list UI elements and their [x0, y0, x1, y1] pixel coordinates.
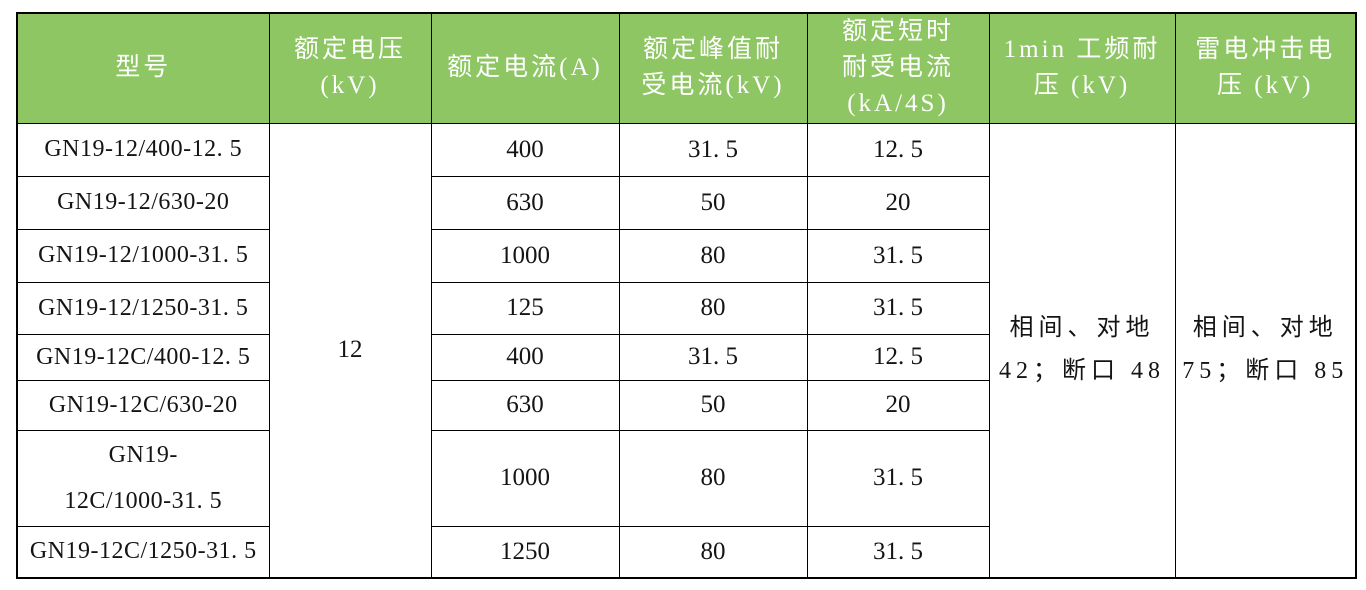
model-cell: GN19-12C/630-20	[16, 379, 270, 431]
rated-current-cell: 125	[430, 281, 620, 335]
header-line: 压 (kV)	[1033, 72, 1131, 100]
header-line: 受电流(kV)	[641, 72, 785, 100]
header-line: (kA/4S)	[847, 90, 949, 118]
power-frequency-cell: 相间、对地 42；断口 48	[988, 122, 1176, 579]
header-power-frequency-voltage: 1min 工频耐 压 (kV)	[988, 12, 1176, 124]
model-cell: GN19-12/1250-31. 5	[16, 281, 270, 335]
lightning-impulse-line1: 相间、对地	[1192, 315, 1338, 342]
short-time-current-cell: 31. 5	[806, 525, 990, 579]
table-row: GN19-12/630-20 630 50 20	[16, 175, 1356, 230]
rated-current-cell: 1000	[430, 228, 620, 283]
model-line2: 12C/1000-31. 5	[64, 488, 223, 514]
lightning-impulse-cell: 相间、对地 75；断口 85	[1174, 122, 1357, 579]
short-time-current-cell: 31. 5	[806, 429, 990, 527]
peak-current-cell: 80	[618, 281, 808, 335]
rated-current-cell: 630	[430, 175, 620, 230]
header-rated-voltage: 额定电压 (kV)	[268, 12, 432, 124]
short-time-current-cell: 20	[806, 379, 990, 431]
header-line: 额定电流(A)	[447, 54, 603, 82]
peak-current-cell: 80	[618, 228, 808, 283]
header-peak-withstand-current: 额定峰值耐 受电流(kV)	[618, 12, 808, 124]
header-line: 额定短时	[841, 18, 954, 46]
table-row: GN19-12C/630-20 630 50 20	[16, 379, 1356, 431]
table-row: GN19- 12C/1000-31. 5 1000 80 31. 5	[16, 429, 1356, 527]
header-row: 型号 额定电压 (kV) 额定电流(A) 额定峰值耐 受电流(kV) 额定短时 …	[16, 12, 1357, 124]
spec-table: 型号 额定电压 (kV) 额定电流(A) 额定峰值耐 受电流(kV) 额定短时 …	[16, 12, 1357, 579]
header-model: 型号	[16, 12, 270, 124]
short-time-current-cell: 31. 5	[806, 281, 990, 335]
header-line: 型号	[115, 54, 172, 82]
power-frequency-line1: 相间、对地	[1009, 315, 1155, 342]
peak-current-cell: 80	[618, 525, 808, 579]
rated-current-cell: 1250	[430, 525, 620, 579]
short-time-current-cell: 20	[806, 175, 990, 230]
model-line1: GN19-	[108, 442, 178, 468]
header-lightning-impulse-voltage: 雷电冲击电 压 (kV)	[1174, 12, 1357, 124]
model-cell: GN19- 12C/1000-31. 5	[16, 429, 270, 527]
header-short-time-withstand-current: 额定短时 耐受电流 (kA/4S)	[806, 12, 990, 124]
peak-current-cell: 50	[618, 175, 808, 230]
rated-current-cell: 630	[430, 379, 620, 431]
peak-current-cell: 80	[618, 429, 808, 527]
header-line: (kV)	[320, 72, 380, 100]
header-line: 雷电冲击电	[1195, 36, 1336, 64]
peak-current-cell: 50	[618, 379, 808, 431]
peak-current-cell: 31. 5	[618, 333, 808, 381]
header-line: 1min 工频耐	[1003, 36, 1161, 64]
model-cell: GN19-12C/400-12. 5	[16, 333, 270, 381]
model-cell: GN19-12/400-12. 5	[16, 122, 270, 177]
rated-current-cell: 400	[430, 122, 620, 177]
lightning-impulse-line2: 75；断口 85	[1182, 358, 1349, 385]
model-cell: GN19-12/1000-31. 5	[16, 228, 270, 283]
model-cell: GN19-12C/1250-31. 5	[16, 525, 270, 579]
power-frequency-line2: 42；断口 48	[999, 358, 1165, 385]
short-time-current-cell: 12. 5	[806, 333, 990, 381]
header-line: 耐受电流	[841, 54, 954, 82]
peak-current-cell: 31. 5	[618, 122, 808, 177]
short-time-current-cell: 12. 5	[806, 122, 990, 177]
header-line: 额定峰值耐	[642, 36, 783, 64]
table-row: GN19-12C/1250-31. 5 1250 80 31. 5	[16, 525, 1356, 579]
short-time-current-cell: 31. 5	[806, 228, 990, 283]
rated-current-cell: 400	[430, 333, 620, 381]
model-cell: GN19-12/630-20	[16, 175, 270, 230]
rated-current-cell: 1000	[430, 429, 620, 527]
table-row: GN19-12/400-12. 5 12 400 31. 5 12. 5 相间、…	[16, 122, 1357, 579]
header-line: 额定电压	[293, 36, 406, 64]
header-line: 压 (kV)	[1217, 72, 1314, 100]
header-rated-current: 额定电流(A)	[430, 12, 620, 124]
table-row: GN19-12/1250-31. 5 125 80 31. 5	[16, 281, 1356, 335]
rated-voltage-cell: 12	[268, 122, 432, 579]
table-row: GN19-12/1000-31. 5 1000 80 31. 5	[16, 228, 1356, 283]
